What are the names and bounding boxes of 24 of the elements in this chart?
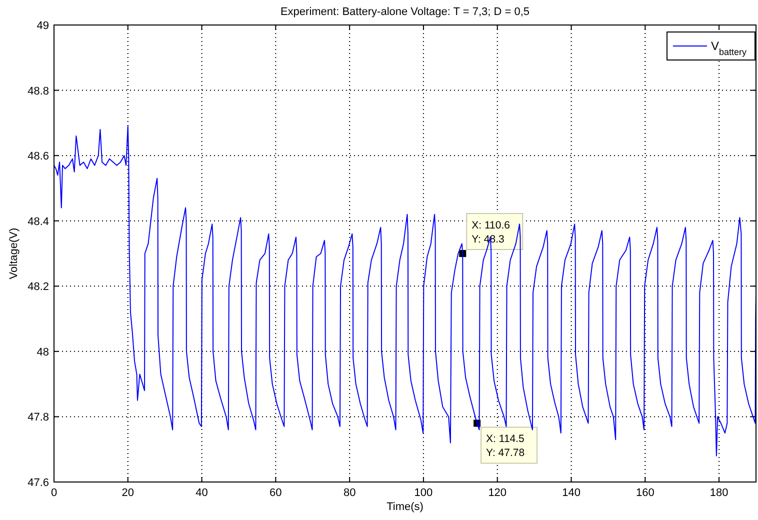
chart-title: Experiment: Battery-alone Voltage: T = 7,3; D = 0,5 [280,6,530,18]
line-series [54,126,756,456]
x-tick-label: 40 [196,487,208,499]
x-axis-title: Time(s) [386,501,424,513]
x-tick-label: 160 [636,487,654,499]
y-tick-label: 48.8 [28,85,49,98]
x-tick-label: 100 [414,487,433,499]
y-tick-label: 48.6 [28,150,49,163]
x-tick-label: 120 [488,487,507,499]
y-tick-label: 47.8 [28,412,49,424]
x-tick-label: 60 [270,487,282,499]
legend-label: V$_{battery}$ [711,39,748,57]
y-tick-label: 48 [36,346,49,358]
x-tick-label: 140 [562,487,580,499]
y-tick-label: 48.2 [28,281,49,294]
annotation: X: 114.5 Y: 47.78 [486,433,525,460]
x-tick-label: 80 [343,487,356,499]
y-tick-label: 48.4 [28,216,49,228]
x-tick-label: 180 [710,487,728,499]
y-tick-label: 47.6 [28,477,49,489]
y-axis-title: Voltage(V) [8,228,20,280]
y-tick-label: 49 [36,20,49,32]
x-tick-label: 0 [50,487,58,499]
x-tick-label: 20 [122,487,134,499]
